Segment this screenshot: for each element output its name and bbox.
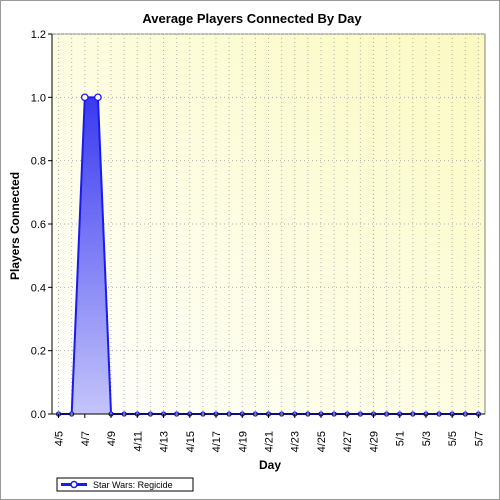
x-tick-label: 4/27 bbox=[342, 431, 354, 452]
y-tick-label: 0.6 bbox=[31, 219, 46, 231]
x-tick-label: 4/25 bbox=[316, 431, 328, 452]
x-tick-label: 4/19 bbox=[237, 431, 249, 452]
x-tick-label: 5/3 bbox=[421, 431, 433, 446]
x-tick-label: 5/7 bbox=[473, 431, 485, 446]
x-tick-label: 5/1 bbox=[395, 431, 407, 446]
x-tick-label: 4/13 bbox=[159, 431, 171, 452]
y-tick-label: 0.8 bbox=[31, 156, 46, 168]
x-axis-label: Day bbox=[259, 458, 281, 472]
x-tick-label: 4/9 bbox=[106, 431, 118, 446]
x-tick-label: 4/5 bbox=[54, 431, 66, 446]
grid-lines bbox=[52, 33, 485, 415]
legend: Star Wars: Regicide bbox=[56, 477, 194, 492]
x-tick-label: 4/21 bbox=[264, 431, 276, 452]
x-tick-label: 4/23 bbox=[290, 431, 302, 452]
y-axis: 0.0 0.2 0.4 0.6 0.8 1.0 1.2 bbox=[31, 29, 53, 421]
y-tick-label: 0.2 bbox=[31, 346, 46, 358]
legend-box bbox=[56, 477, 194, 492]
legend-swatch-marker bbox=[70, 480, 78, 489]
y-tick-label: 0.0 bbox=[31, 409, 46, 421]
y-axis-label: Players Connected bbox=[8, 172, 22, 280]
chart-title: Average Players Connected By Day bbox=[142, 11, 362, 26]
y-tick-label: 1.2 bbox=[31, 29, 46, 41]
data-point bbox=[80, 93, 89, 102]
x-tick-label: 4/17 bbox=[211, 431, 223, 452]
y-tick-label: 0.4 bbox=[31, 282, 46, 294]
x-tick-label: 4/29 bbox=[368, 431, 380, 452]
x-axis: 4/5 4/7 4/9 4/11 4/13 4/15 4/17 4/19 4/21 4/23 4/2… bbox=[52, 413, 485, 452]
legend-label: Star Wars: Regicide bbox=[93, 480, 173, 490]
x-tick-label: 4/7 bbox=[80, 431, 92, 446]
x-tick-label: 4/11 bbox=[132, 431, 144, 452]
data-point bbox=[94, 93, 102, 102]
x-tick-label: 5/5 bbox=[447, 431, 459, 446]
y-tick-label: 1.0 bbox=[31, 92, 46, 104]
x-tick-label: 4/15 bbox=[185, 431, 197, 452]
series-area-fill bbox=[58, 97, 479, 414]
